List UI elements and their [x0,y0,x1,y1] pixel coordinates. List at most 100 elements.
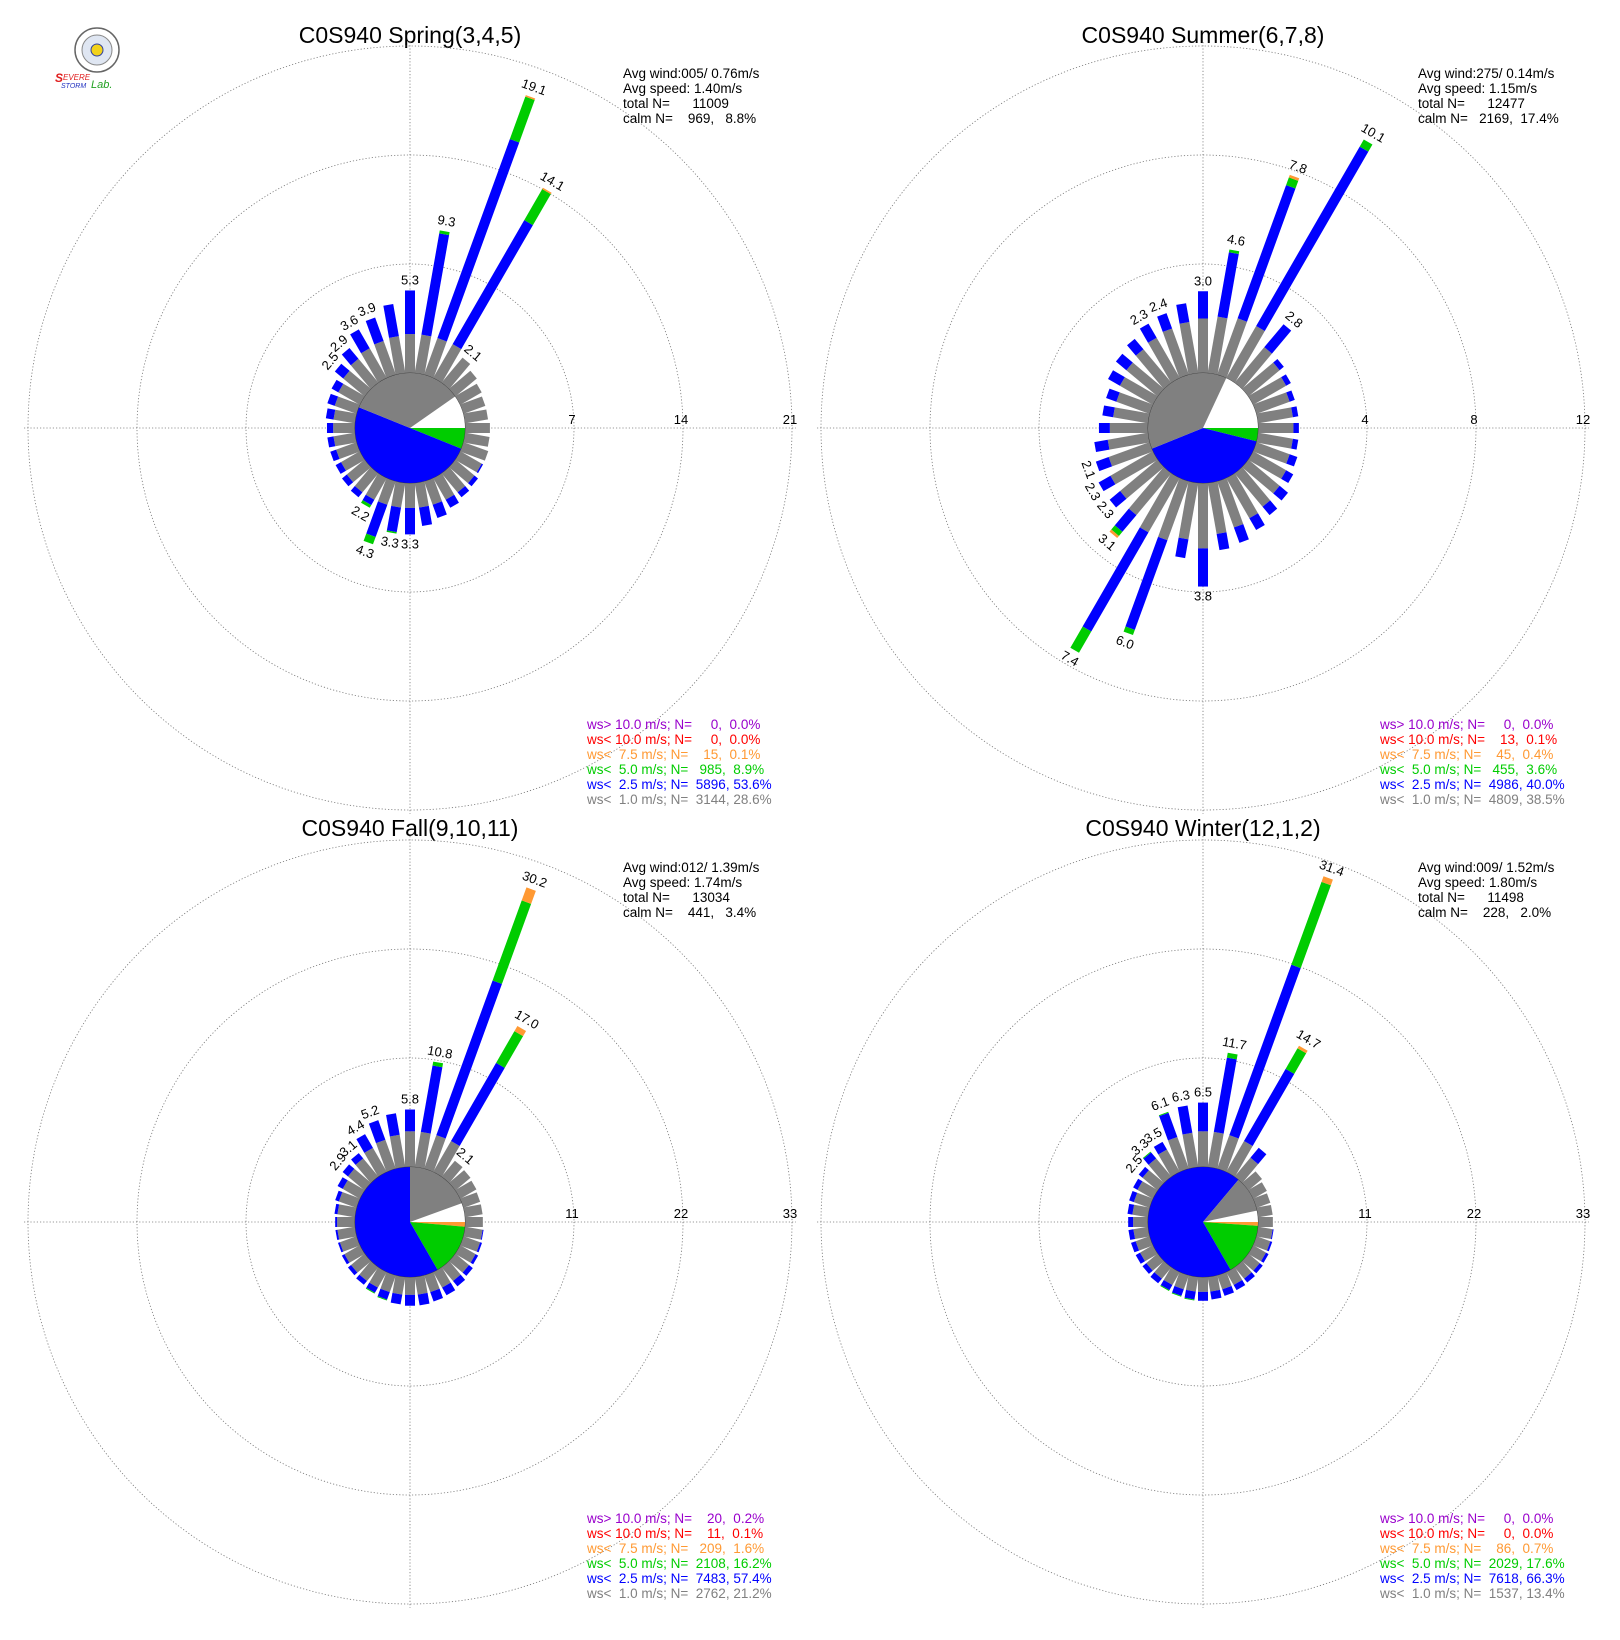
bar-segment [437,139,520,342]
bar-segment [405,334,415,373]
bar-segment [377,1288,390,1300]
bar-segment [389,1134,406,1169]
bar-segment [1249,513,1265,531]
bar-segment [1252,1236,1271,1251]
bar-segment [1115,353,1133,371]
bar-label: 9.3 [436,212,456,230]
bar-segment [1252,442,1290,464]
bar-segment [1135,1252,1145,1264]
bar-segment [325,408,336,420]
wind-bar [1127,1203,1150,1218]
bar-segment [452,220,533,350]
ring-label: 11 [1358,1206,1372,1221]
bar-segment [1129,1191,1138,1203]
wind-bar [1256,406,1299,424]
bar-segment [1217,252,1239,319]
wind-bar [1198,291,1208,373]
legend-entry: ws< 5.0 m/s; N= 985, 8.9% [586,762,764,777]
wind-bar [433,1025,527,1177]
bar-segment [1108,370,1125,386]
bar-segment [1248,377,1287,405]
wind-bar [1198,1277,1208,1301]
ring-label: 21 [783,412,797,427]
bar-segment [1185,1275,1199,1292]
bar-segment [1102,405,1115,418]
legend-entry: ws> 10.0 m/s; N= 20, 0.2% [586,1511,764,1526]
bar-segment [463,1226,483,1240]
wind-bar [448,370,477,397]
wind-bar [1217,876,1333,1173]
bar-segment [1171,1292,1182,1297]
bar-segment [337,1204,357,1218]
calm-pie [354,1166,466,1278]
bar-label: 3.0 [1194,273,1212,288]
bar-segment [1106,388,1120,402]
wind-bar [405,1109,415,1167]
bar-segment [363,533,376,545]
legend-entry: ws< 1.0 m/s; N= 3144, 28.6% [586,792,772,807]
bar-segment [1133,1178,1143,1190]
stat-line: calm N= 228, 2.0% [1418,905,1551,920]
wind-bar [1241,1253,1263,1274]
bar-segment [1198,1291,1208,1301]
ring-label: 8 [1470,412,1477,427]
wind-bar [441,1260,466,1287]
wind-bar [405,290,415,373]
bar-segment [375,1139,396,1173]
bar-segment [1070,626,1092,653]
legend-entry: ws> 10.0 m/s; N= 0, 0.0% [1379,717,1553,732]
bar-segment [1184,1289,1196,1300]
bar-segment [1273,359,1284,371]
bar-segment [334,363,350,379]
wind-bar [433,187,552,383]
wind-bar [1157,313,1189,379]
bar-segment [525,95,536,101]
bar-segment [1250,1147,1267,1165]
legend-entry: ws< 1.0 m/s; N= 2762, 21.2% [586,1586,772,1601]
bar-segment [1244,1272,1255,1283]
bar-segment [1114,508,1137,532]
stat-line: Avg speed: 1.80m/s [1418,875,1537,890]
legend-entry: ws< 7.5 m/s; N= 45, 0.4% [1379,747,1553,762]
bar-segment [333,432,357,447]
wind-bar [455,1180,477,1199]
bar-segment [362,494,375,506]
bar-segment [351,1153,364,1165]
bar-segment [457,486,470,498]
bar-segment [1207,481,1227,535]
wind-bar [350,466,379,498]
bar-segment [330,449,340,462]
bar-label: 3.9 [356,299,378,319]
wind-bar [1256,432,1299,450]
bar-segment [1241,1253,1260,1271]
wind-bar [1226,139,1373,383]
ring-label: 33 [783,1206,797,1221]
bar-segment [338,1192,361,1208]
wind-bar [463,1204,483,1218]
logo: S EVERE STORM Lab. [55,27,120,91]
wind-bar [363,477,396,545]
calm-pie-slice [1203,378,1258,428]
bar-label: 5.8 [401,1092,419,1107]
bar-segment [1111,525,1123,536]
bar-segment [350,358,379,390]
calm-pie-slice [1203,1179,1257,1222]
bar-segment [1286,454,1298,467]
bar-segment [464,1217,483,1227]
bar-segment [459,1192,481,1208]
wind-bar [326,423,356,433]
wind-bar [335,1217,356,1227]
wind-bar [1094,432,1150,452]
bar-segment [1226,1052,1238,1060]
bar-segment [1266,1241,1273,1252]
bar-segment [405,507,415,535]
bar-segment [405,483,415,508]
bar-segment [1178,481,1199,540]
wind-bar [1198,1102,1208,1167]
bar-segment [414,1131,431,1169]
wind-bar [448,1253,473,1276]
bar-segment [459,396,486,414]
wind-bar [1252,1236,1273,1252]
wind-bar [463,409,489,424]
bar-segment [1261,1252,1269,1263]
